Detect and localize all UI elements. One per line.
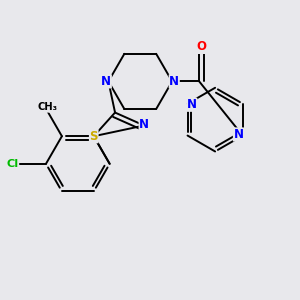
Text: O: O bbox=[196, 40, 206, 53]
Text: N: N bbox=[187, 98, 197, 111]
Text: N: N bbox=[233, 128, 243, 141]
Text: N: N bbox=[101, 75, 111, 88]
Text: N: N bbox=[139, 118, 149, 131]
Text: Cl: Cl bbox=[6, 159, 19, 169]
Text: S: S bbox=[89, 130, 98, 143]
Text: N: N bbox=[169, 75, 179, 88]
Text: CH₃: CH₃ bbox=[38, 102, 58, 112]
